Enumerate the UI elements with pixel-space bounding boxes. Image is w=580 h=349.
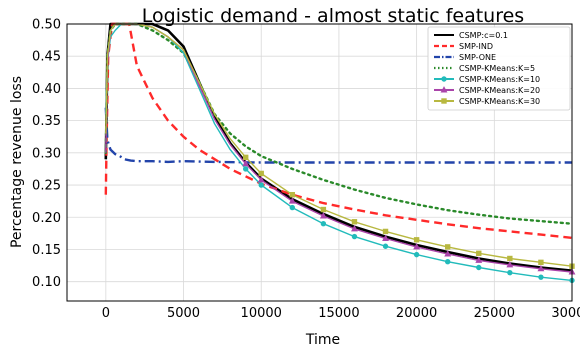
legend-label: SMP-IND [459, 42, 493, 51]
series-5-marker [475, 256, 483, 263]
y-axis-label: Percentage revenue loss [9, 76, 25, 248]
y-tick-label: 0.10 [32, 275, 61, 290]
x-tick-label: 0 [102, 306, 110, 321]
legend-label: CSMP-KMeans:K=20 [459, 86, 540, 95]
series-6-marker [444, 244, 451, 250]
series-5-marker [440, 86, 448, 93]
series-4-line [105, 23, 573, 282]
series-5-marker [288, 197, 296, 204]
series-5-marker [257, 176, 265, 183]
series-4 [105, 23, 575, 284]
series-5-marker [506, 261, 514, 268]
series-2-line [104, 107, 572, 164]
series-5-marker [351, 225, 358, 232]
legend-label: CSMP-KMeans:K=10 [459, 75, 540, 84]
y-tick-label: 0.40 [32, 82, 61, 97]
axis-ticks: 0 5000 10000 15000 20000 25000 30000 0.10 0.15 0.… [32, 18, 580, 322]
series-6-marker [242, 154, 249, 161]
legend-item: SMP-IND [434, 42, 493, 51]
y-tick-label: 0.50 [32, 18, 61, 33]
legend-item: SMP-ONE [434, 53, 496, 62]
series-6-marker [382, 228, 389, 235]
legend-item: CSMP:c=0.1 [434, 31, 508, 40]
y-tick-label: 0.45 [32, 50, 61, 65]
series-6-marker [476, 250, 482, 257]
series-5-marker [537, 264, 545, 272]
legend-label: CSMP-KMeans:K=5 [459, 64, 535, 73]
series-5-marker [319, 212, 327, 219]
series-6-marker [507, 255, 513, 262]
legend-box [427, 26, 571, 111]
legend-label: CSMP:c=0.1 [459, 31, 508, 40]
x-tick-label: 15000 [318, 306, 359, 321]
x-axis-label: Time [305, 332, 340, 348]
legend-item: CSMP-KMeans:K=5 [434, 64, 535, 73]
x-tick-label: 10000 [241, 306, 282, 321]
legend-item: CSMP-KMeans:K=30 [434, 97, 540, 106]
series-4-marker [351, 233, 358, 240]
legend-label: SMP-ONE [459, 53, 496, 62]
legend: CSMP:c=0.1 SMP-IND SMP-ONE CSMP-KMeans:K=5 C… [427, 26, 571, 111]
series-4-marker [320, 220, 327, 227]
y-tick-label: 0.25 [32, 179, 61, 194]
series-6-marker [441, 98, 447, 104]
series-4-marker [441, 76, 447, 82]
x-tick-label: 30000 [551, 306, 580, 321]
legend-item: CSMP-KMeans:K=10 [434, 75, 540, 84]
series-6-marker [413, 237, 420, 243]
y-tick-label: 0.20 [32, 211, 61, 226]
legend-item: CSMP-KMeans:K=20 [434, 86, 540, 95]
x-tick-label: 5000 [167, 306, 200, 321]
series-6-marker [538, 259, 544, 266]
x-tick-label: 25000 [474, 306, 515, 321]
series-6-marker [351, 219, 358, 225]
series-5-marker [413, 243, 421, 250]
series-4-marker [476, 264, 482, 271]
series-4-marker [258, 182, 264, 188]
series-6-marker [320, 206, 327, 213]
series-5-marker [382, 234, 389, 242]
series-2 [104, 107, 572, 164]
series-4-marker [289, 204, 296, 211]
x-tick-label: 20000 [396, 306, 437, 321]
legend-label: CSMP-KMeans:K=30 [459, 97, 540, 106]
series-6-marker [289, 192, 296, 198]
y-tick-label: 0.35 [32, 114, 61, 129]
series-4-marker [242, 166, 249, 172]
series-4-marker [413, 251, 420, 258]
series-3-line [104, 22, 574, 225]
y-tick-label: 0.15 [32, 243, 61, 258]
series-4-marker [538, 274, 544, 280]
series-4-marker [382, 243, 389, 249]
chart-title: Logistic demand - almost static features [142, 5, 524, 27]
y-tick-label: 0.30 [32, 146, 61, 161]
series-4-marker [444, 259, 451, 265]
series-3 [104, 22, 574, 225]
series-5-marker [444, 250, 452, 257]
series-5-marker [242, 159, 250, 167]
series-4-marker [507, 269, 513, 276]
series-6-marker [258, 170, 264, 177]
plot-frame [66, 23, 573, 302]
